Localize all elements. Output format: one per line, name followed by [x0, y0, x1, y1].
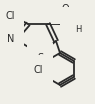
Text: N: N: [69, 17, 77, 27]
Text: Cl: Cl: [33, 65, 43, 75]
Text: S: S: [37, 53, 43, 63]
Text: Cl: Cl: [5, 11, 15, 21]
Text: O: O: [61, 4, 69, 14]
Text: N: N: [7, 34, 15, 44]
Text: H: H: [75, 25, 81, 35]
